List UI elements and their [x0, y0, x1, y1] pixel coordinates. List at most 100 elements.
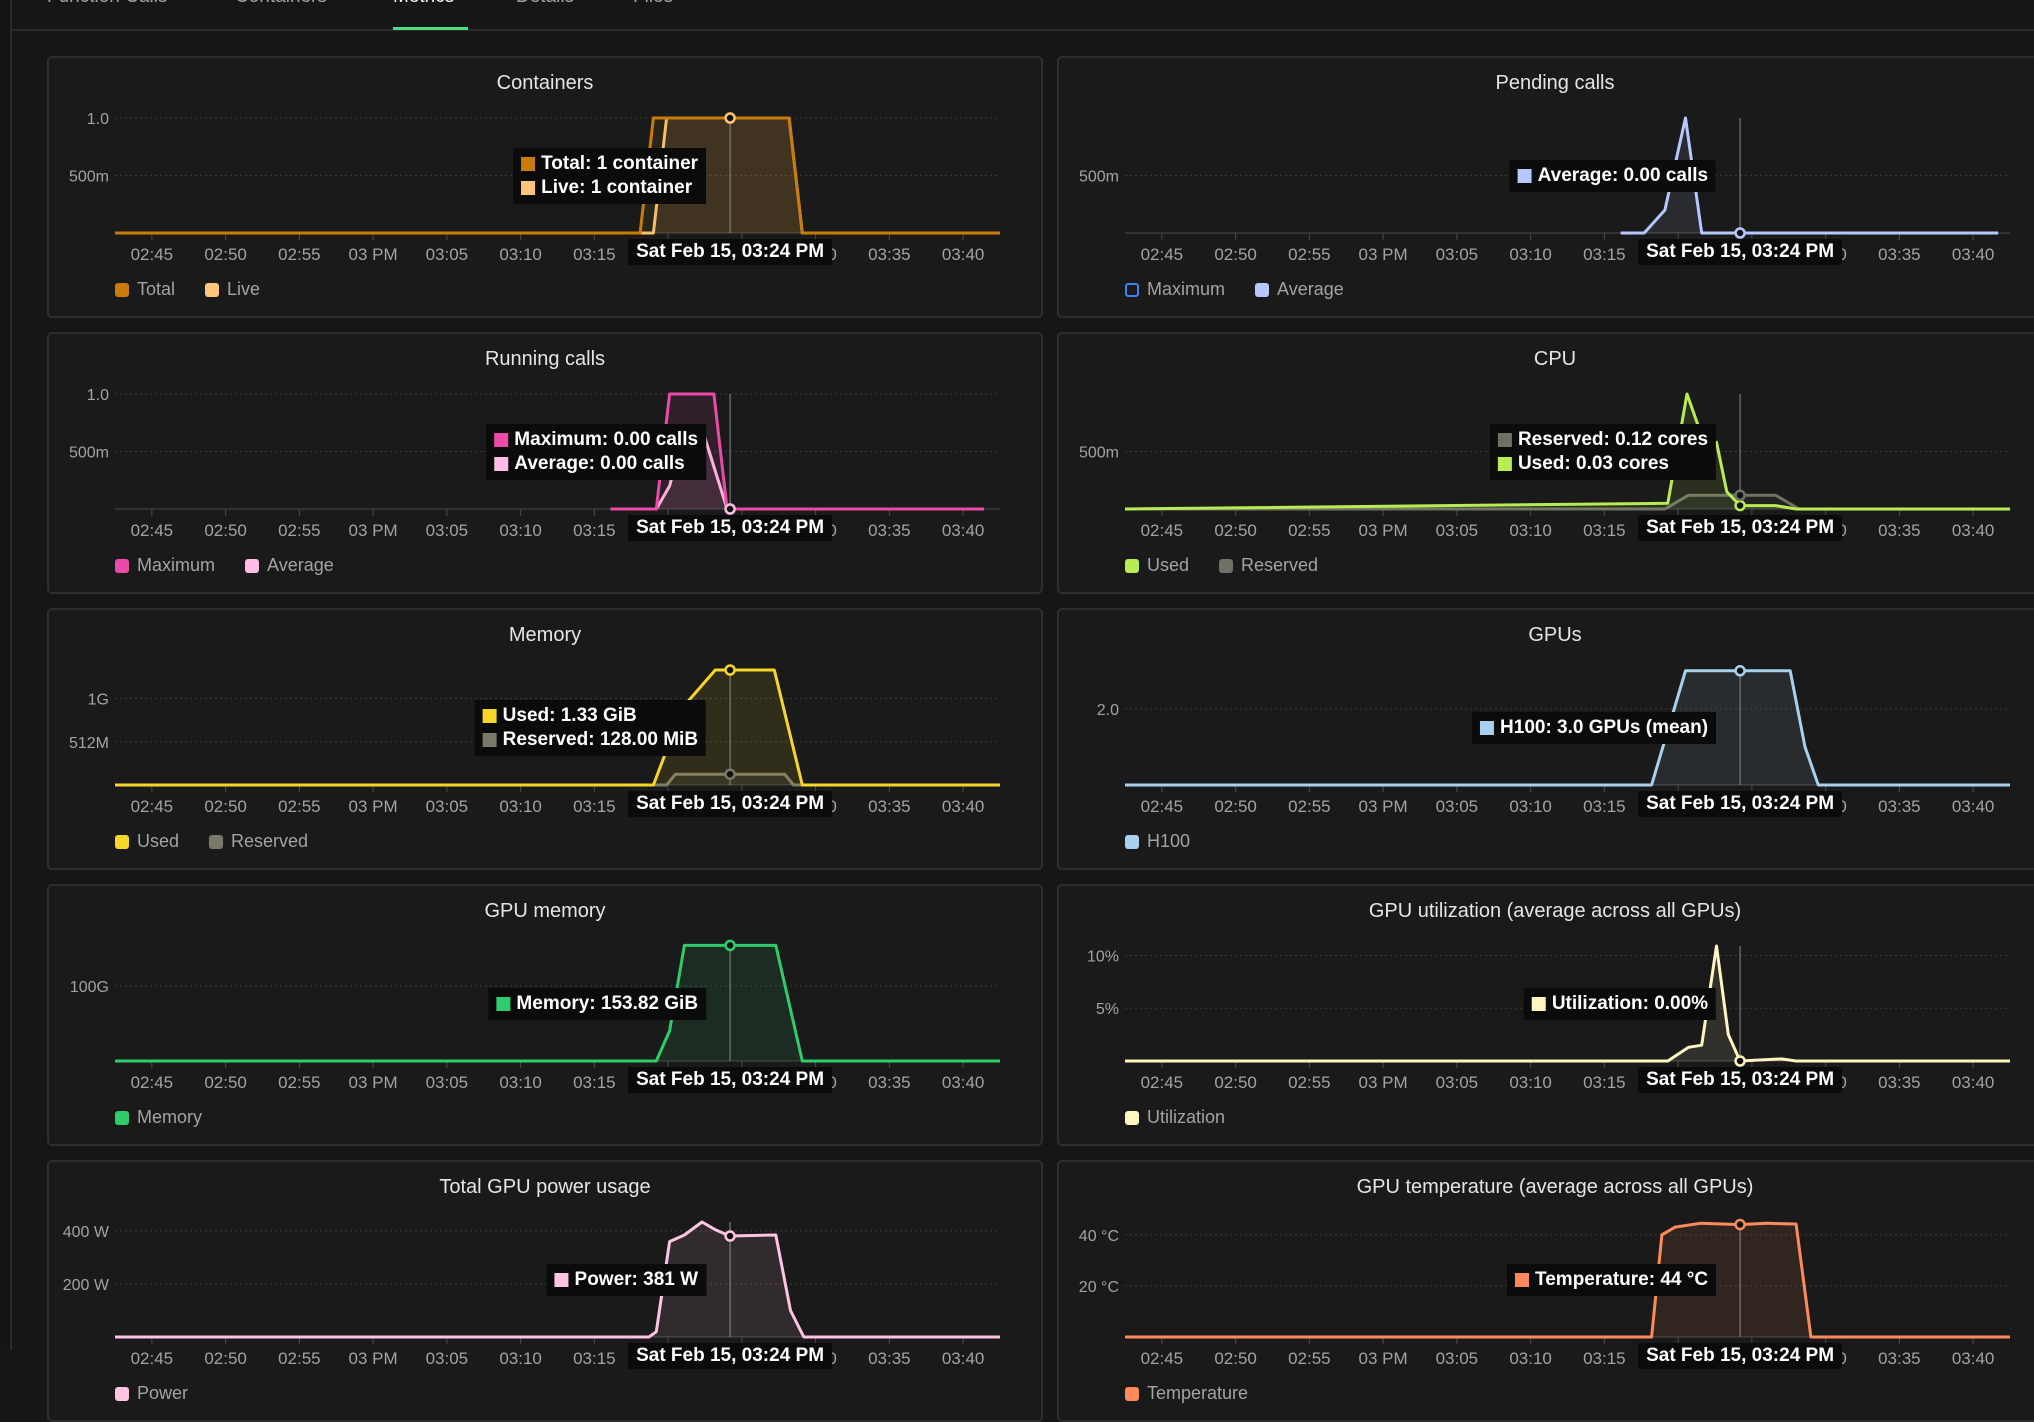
tooltip-row: Reserved: 0.12 cores — [1497, 428, 1708, 452]
legend-label: Used — [137, 831, 180, 851]
x-tick-label: 02:55 — [1288, 521, 1331, 540]
legend-label: Utilization — [1147, 1107, 1226, 1127]
hover-time-label: Sat Feb 15, 03:24 PM — [628, 791, 833, 817]
hover-time-label: Sat Feb 15, 03:24 PM — [628, 239, 833, 265]
legend-label: Reserved — [231, 831, 309, 851]
x-tick-label: 03:35 — [1878, 797, 1921, 816]
y-tick-label: 40 °C — [1079, 1228, 1119, 1245]
legend-item-temperature[interactable]: Temperature — [1125, 1383, 1248, 1404]
tooltip-row: Average: 0.00 calls — [494, 452, 698, 476]
tooltip-row: Temperature: 44 °C — [1515, 1268, 1708, 1292]
tab-files[interactable]: Files — [633, 0, 673, 8]
tab-function-calls[interactable]: Function Calls — [47, 0, 167, 8]
legend-item-average[interactable]: Average — [245, 555, 334, 576]
series-line-total — [115, 116, 1000, 235]
x-tick-label: 02:50 — [204, 521, 247, 540]
x-tick-label: 02:55 — [278, 245, 321, 264]
chart-panel-gpu-memory: 100G 02:45 02:50 02:55 03 PM 03:05 03:10 03:15 0… — [47, 884, 1043, 1146]
x-tick-label: 03:10 — [499, 245, 542, 264]
chart-title: CPU — [1533, 348, 1577, 370]
x-tick-label: 03:35 — [868, 245, 911, 264]
x-tick-label: 03:05 — [1436, 1073, 1479, 1092]
hover-marker-h100 — [1734, 665, 1746, 677]
legend-item-used[interactable]: Used — [1125, 555, 1189, 576]
chart-panel-gpu-utilization-average-across-all-gpus: 5% 10% 02:45 02:50 02:55 03 PM 03:05 03:10 03:15… — [1057, 884, 2034, 1146]
legend-item-total[interactable]: Total — [115, 279, 175, 300]
x-tick-label: 03:05 — [1436, 797, 1479, 816]
legend-item-reserved[interactable]: Reserved — [209, 831, 308, 852]
x-tick-label: 02:50 — [204, 797, 247, 816]
tab-containers[interactable]: Containers — [235, 0, 327, 8]
chart-legend: Maximum Average — [1125, 279, 1344, 300]
x-tick-label: 03 PM — [349, 797, 398, 816]
hover-marker-reserved — [724, 768, 736, 780]
legend-swatch — [1125, 1386, 1139, 1401]
x-tick-label: 03:15 — [1583, 1349, 1626, 1368]
series-line-reserved — [115, 772, 1000, 787]
tooltip-row: H100: 3.0 GPUs (mean) — [1480, 716, 1708, 740]
x-tick-label: 02:55 — [1288, 245, 1331, 264]
x-tick-label: 03:10 — [1509, 1349, 1552, 1368]
chart-svg[interactable]: 500m 1.0 02:45 02:50 02:55 03 PM 03:05 03:10 03:… — [49, 58, 1043, 318]
series-area-live — [115, 118, 1000, 233]
hover-marker-average — [724, 503, 736, 515]
chart-panel-total-gpu-power-usage: 200 W 400 W 02:45 02:50 02:55 03 PM 03:05 03:10… — [47, 1160, 1043, 1422]
legend-item-h100[interactable]: H100 — [1125, 831, 1190, 852]
legend-item-maximum[interactable]: Maximum — [115, 555, 215, 576]
legend-label: Total — [137, 279, 176, 299]
y-tick-label: 500m — [69, 445, 109, 462]
tab-metrics[interactable]: Metrics — [393, 0, 454, 8]
tooltip-text: H100: 3.0 GPUs (mean) — [1500, 717, 1709, 738]
x-tick-label: 02:55 — [278, 797, 321, 816]
x-tick-label: 03:10 — [499, 1349, 542, 1368]
y-tick-label: 10% — [1087, 948, 1119, 965]
hover-marker-live — [724, 112, 736, 124]
tooltip-swatch — [494, 457, 509, 471]
y-tick-label: 1G — [88, 692, 109, 709]
legend-item-live[interactable]: Live — [205, 279, 260, 300]
x-tick-label: 02:45 — [131, 1073, 174, 1092]
chart-tooltip: H100: 3.0 GPUs (mean) — [1472, 712, 1717, 744]
x-tick-label: 03 PM — [349, 1349, 398, 1368]
legend-swatch — [115, 1110, 129, 1125]
tooltip-swatch — [482, 733, 497, 747]
legend-swatch — [245, 558, 260, 573]
active-tab-indicator — [393, 27, 468, 30]
legend-item-utilization[interactable]: Utilization — [1125, 1107, 1225, 1128]
series-area-memory — [115, 945, 1000, 1061]
series-line-maximum — [610, 392, 984, 511]
x-tick-label: 02:55 — [278, 1073, 321, 1092]
legend-item-used[interactable]: Used — [115, 831, 179, 852]
x-tick-label: 03:05 — [426, 521, 469, 540]
legend-swatch — [1125, 834, 1139, 849]
chart-tooltip: Maximum: 0.00 calls Average: 0.00 calls — [486, 424, 707, 480]
series-line-memory — [115, 943, 1000, 1063]
x-tick-label: 03:15 — [1583, 797, 1626, 816]
legend-item-maximum[interactable]: Maximum — [1125, 279, 1225, 300]
x-tick-label: 03:10 — [1509, 245, 1552, 264]
x-tick-label: 03:40 — [1952, 245, 1995, 264]
chart-panel-containers: 500m 1.0 02:45 02:50 02:55 03 PM 03:05 03:10 03:… — [47, 56, 1043, 318]
y-tick-label: 100G — [70, 979, 109, 996]
series-area-used — [115, 670, 1000, 785]
x-tick-label: 02:45 — [1141, 1349, 1184, 1368]
tooltip-row: Utilization: 0.00% — [1531, 992, 1708, 1016]
tab-details[interactable]: Details — [516, 0, 574, 8]
hover-time-label: Sat Feb 15, 03:24 PM — [628, 1343, 833, 1369]
x-tick-label: 03:35 — [1878, 1073, 1921, 1092]
legend-label: H100 — [1147, 831, 1191, 851]
chart-title: GPU temperature (average across all GPUs… — [1356, 1176, 1754, 1198]
legend-item-reserved[interactable]: Reserved — [1219, 555, 1318, 576]
x-tick-label: 03:35 — [868, 1349, 911, 1368]
legend-label: Power — [137, 1383, 189, 1403]
legend-label: Live — [227, 279, 261, 299]
legend-item-memory[interactable]: Memory — [115, 1107, 202, 1128]
legend-item-average[interactable]: Average — [1255, 279, 1344, 300]
legend-swatch — [115, 282, 129, 297]
legend-label: Reserved — [1241, 555, 1319, 575]
chart-panel-pending-calls: 500m 02:45 02:50 02:55 03 PM 03:05 03:10 03:15 0… — [1057, 56, 2034, 318]
tooltip-swatch — [1517, 169, 1532, 183]
legend-item-power[interactable]: Power — [115, 1383, 188, 1404]
x-tick-label: 03:40 — [942, 245, 985, 264]
x-tick-label: 03 PM — [349, 245, 398, 264]
